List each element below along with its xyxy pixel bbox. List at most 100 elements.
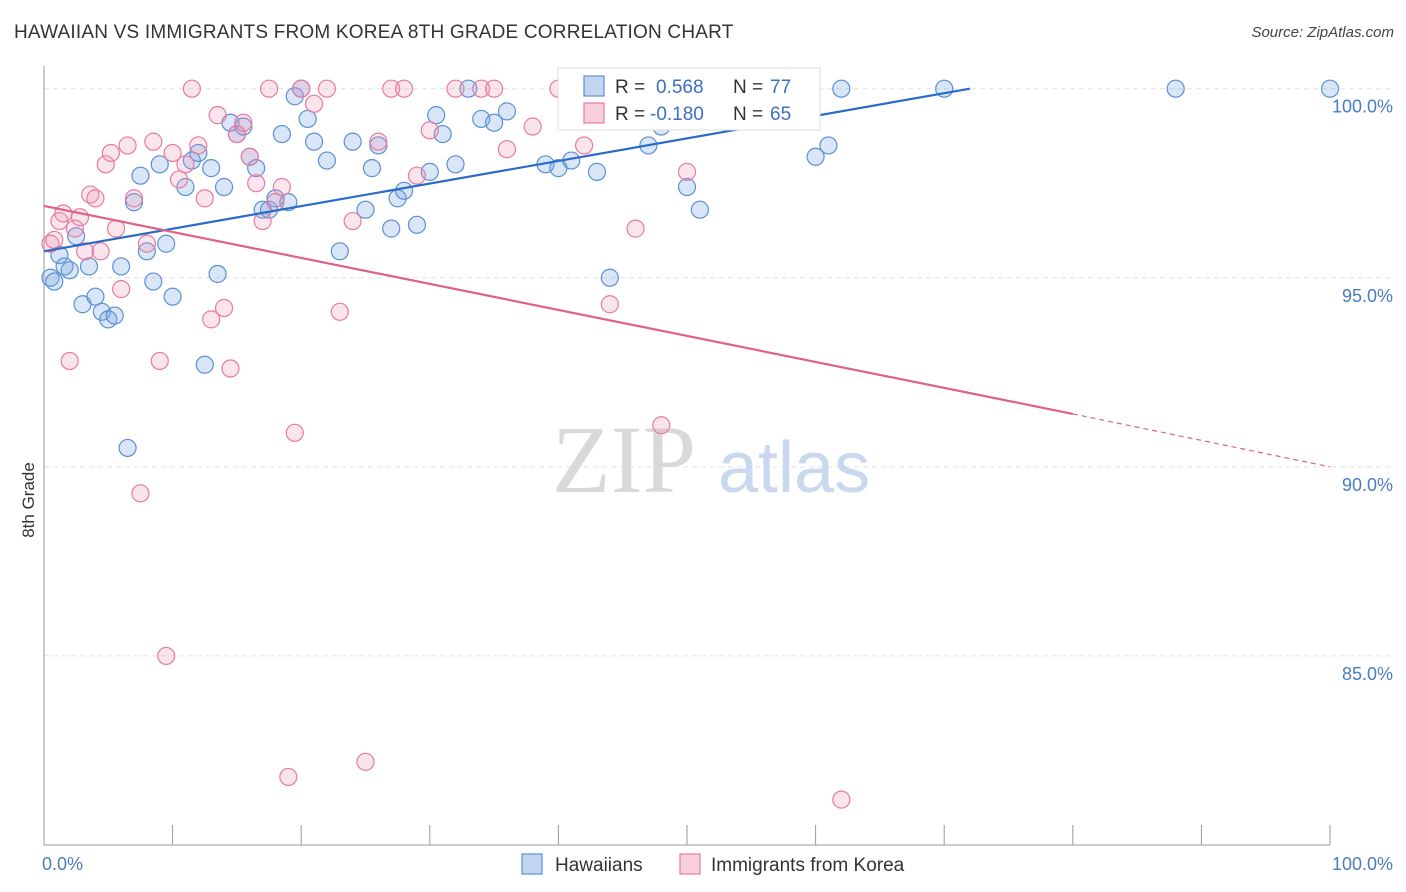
korea-point-29 <box>208 106 227 125</box>
korea-point-12 <box>101 143 120 163</box>
hawaiians-point-20 <box>163 287 182 306</box>
hawaiians-point-15 <box>131 166 150 185</box>
korea-point-21 <box>157 646 176 666</box>
watermark-atlas: atlas <box>718 428 870 508</box>
korea-point-10 <box>91 242 110 261</box>
x-tick-label-1: 100.0% <box>1332 854 1393 874</box>
korea-point-26 <box>189 136 208 155</box>
korea-point-25 <box>182 79 201 98</box>
korea-point-44 <box>317 79 337 98</box>
korea-point-7 <box>76 242 95 261</box>
hawaiians-point-38 <box>285 87 304 106</box>
stats-n-value-pink: 65 <box>770 104 791 125</box>
korea-point-16 <box>124 189 144 208</box>
korea-point-18 <box>137 234 156 253</box>
korea-point-17 <box>131 484 150 503</box>
korea-point-23 <box>169 170 189 189</box>
hawaiians-point-43 <box>330 242 349 261</box>
hawaiians-point-25 <box>202 159 221 178</box>
korea-point-24 <box>176 155 195 174</box>
hawaiians-point-59 <box>497 102 517 121</box>
hawaiians-point-11 <box>105 306 124 325</box>
watermark: ZIP atlas <box>552 406 870 513</box>
hawaiians-point-48 <box>382 219 401 238</box>
hawaiians-point-40 <box>298 109 317 129</box>
source-label: Source: ZipAtlas.com <box>1251 24 1394 41</box>
hawaiians-point-36 <box>272 124 292 144</box>
korea-point-42 <box>292 79 311 98</box>
korea-point-62 <box>652 416 671 435</box>
korea-point-63 <box>677 162 697 181</box>
y-tick-label-0: 85.0% <box>1342 664 1393 684</box>
hawaiians-point-67 <box>677 177 697 197</box>
korea-point-19 <box>144 132 163 151</box>
korea-point-22 <box>163 143 182 163</box>
korea-point-61 <box>626 219 645 238</box>
grid-lines <box>44 88 1392 657</box>
korea-point-60 <box>600 295 619 314</box>
hawaiians-point-58 <box>485 113 504 132</box>
korea-point-5 <box>65 219 84 238</box>
y-tick-label-1: 90.0% <box>1342 475 1393 495</box>
hawaiians-point-19 <box>157 234 176 253</box>
korea-point-4 <box>60 351 79 371</box>
korea-point-38 <box>266 193 285 212</box>
hawaiians-point-27 <box>214 177 234 197</box>
hawaiians-point-17 <box>144 272 163 291</box>
stats-box: R = 0.568 N = 77 R = -0.180 N = 65 <box>557 67 821 131</box>
stats-r-label-pink: R = <box>615 104 645 125</box>
hawaiians-point-1 <box>45 272 64 291</box>
stats-n-value-blue: 77 <box>770 77 791 98</box>
korea-point-54 <box>472 79 491 98</box>
korea-point-41 <box>285 423 304 442</box>
hawaiians-point-41 <box>304 132 324 151</box>
korea-point-20 <box>150 351 169 371</box>
hawaiians-point-73 <box>832 79 851 98</box>
trend-line-korea-extrapolated <box>1072 413 1331 468</box>
stats-swatch-pink <box>583 102 605 124</box>
korea-point-50 <box>394 79 414 98</box>
korea-point-52 <box>420 121 439 140</box>
korea-point-1 <box>45 230 64 250</box>
hawaiians-point-42 <box>317 151 337 170</box>
korea-point-56 <box>497 140 517 159</box>
stats-r-value-blue: 0.568 <box>656 77 704 98</box>
korea-point-40 <box>279 767 298 787</box>
hawaiians-point-55 <box>446 155 465 174</box>
korea-point-31 <box>221 359 240 378</box>
stats-swatch-blue <box>583 75 605 97</box>
korea-point-30 <box>214 298 234 318</box>
korea-point-9 <box>86 189 105 208</box>
hawaiians-point-46 <box>362 159 382 178</box>
hawaiians-point-13 <box>118 438 137 458</box>
korea-point-34 <box>240 147 259 166</box>
korea-point-53 <box>446 79 465 98</box>
hawaiians-point-76 <box>1320 79 1340 98</box>
korea-point-39 <box>272 177 292 197</box>
korea-point-59 <box>575 136 594 155</box>
watermark-zip: ZIP <box>552 406 696 513</box>
korea-point-35 <box>247 174 266 193</box>
y-tick-label-2: 95.0% <box>1342 286 1393 306</box>
legend-label-hawaiians: Hawaiians <box>555 855 643 876</box>
korea-point-57 <box>523 117 542 136</box>
hawaiians-point-44 <box>343 132 362 151</box>
korea-point-11 <box>96 155 115 174</box>
korea-point-32 <box>227 124 246 144</box>
hawaiians-point-45 <box>356 200 375 219</box>
x-tick-label-0: 0.0% <box>42 854 83 874</box>
y-tick-label-3: 100.0% <box>1332 97 1393 117</box>
hawaiians-point-68 <box>690 200 709 219</box>
korea-point-55 <box>485 79 504 98</box>
korea-point-15 <box>118 136 137 155</box>
hawaiians-point-63 <box>587 162 607 181</box>
hawaiians-point-8 <box>86 287 105 306</box>
korea-point-49 <box>382 79 401 98</box>
chart-title: HAWAIIAN VS IMMIGRANTS FROM KOREA 8TH GR… <box>14 22 734 43</box>
hawaiians-point-23 <box>189 143 208 163</box>
hawaiians-point-12 <box>112 257 131 276</box>
korea-point-64 <box>832 790 851 809</box>
axes <box>43 66 1331 846</box>
legend-label-korea: Immigrants from Korea <box>711 855 905 876</box>
